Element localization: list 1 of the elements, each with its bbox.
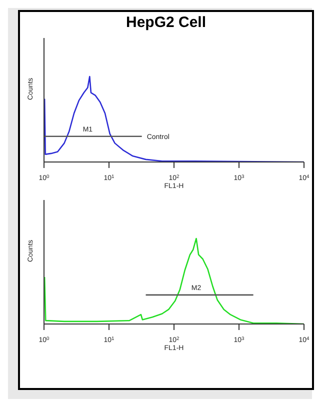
chart-title: HepG2 Cell <box>124 14 208 32</box>
